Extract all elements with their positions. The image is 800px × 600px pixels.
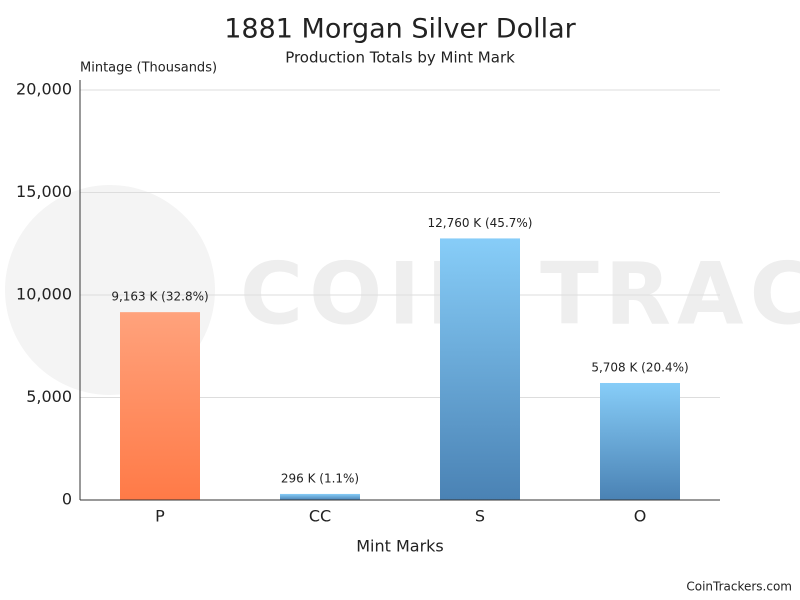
y-tick-label: 20,000 [16, 80, 72, 99]
x-tick-label: P [155, 507, 165, 526]
data-label: 12,760 K (45.7%) [428, 216, 533, 230]
chart-title: 1881 Morgan Silver Dollar [224, 14, 576, 45]
x-tick-label: S [475, 507, 485, 526]
data-label: 296 K (1.1%) [281, 471, 359, 485]
data-label: 9,163 K (32.8%) [111, 290, 208, 304]
y-tick-label: 10,000 [16, 285, 72, 304]
bar [440, 238, 520, 501]
y-tick-label: 15,000 [16, 182, 72, 201]
bar [120, 312, 200, 500]
y-axis-title: Mintage (Thousands) [80, 61, 217, 76]
bar [600, 382, 680, 500]
y-tick-label: 0 [62, 490, 72, 509]
footer: CoinTrackers.com [686, 580, 792, 594]
x-tick-label: O [634, 507, 647, 526]
x-tick-label: CC [309, 507, 331, 526]
data-label: 5,708 K (20.4%) [591, 360, 688, 374]
bar [280, 493, 360, 500]
y-tick-label: 5,000 [26, 387, 72, 406]
chart-subtitle: Production Totals by Mint Mark [285, 49, 515, 67]
x-axis-title: Mint Marks [356, 537, 444, 556]
